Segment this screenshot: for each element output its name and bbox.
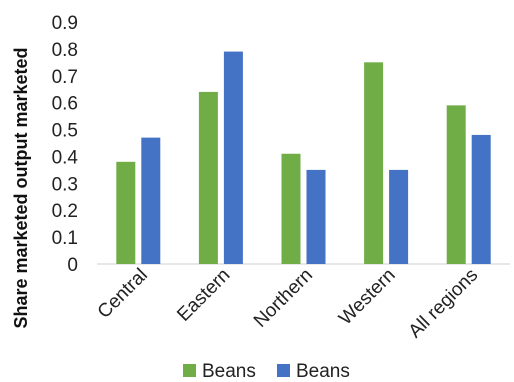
legend-swatch-beans-blue: [277, 364, 290, 377]
bar-series2-western: [389, 169, 409, 264]
y-tick-label: 0.2: [52, 201, 78, 222]
y-tick-label: 0.5: [52, 121, 78, 142]
x-category-label: Central: [94, 265, 152, 323]
bar-series1-eastern: [198, 91, 218, 265]
y-tick-label: 0.4: [52, 147, 79, 168]
x-category-label: Western: [335, 265, 400, 330]
bar-series1-western: [364, 62, 384, 265]
y-tick-label: 0.6: [52, 94, 78, 115]
category-labels: Central Eastern Northern Western All regions: [94, 265, 483, 343]
bar-series1-northern: [281, 153, 301, 264]
y-tick-label: 0.3: [52, 174, 78, 195]
bar-series1-all-regions: [446, 105, 466, 264]
y-axis-ticks: 0 0.1 0.2 0.3 0.4 0.5 0.6 0.7 0.8 0.9: [52, 13, 79, 276]
legend-label-series-2: Beans: [296, 361, 350, 382]
x-category-label: Northern: [250, 265, 317, 332]
legend-label-series-1: Beans: [202, 361, 256, 382]
bar-series2-all-regions: [471, 134, 491, 264]
legend: Beans Beans: [183, 361, 350, 382]
legend-swatch-beans-green: [183, 364, 196, 377]
bar-series2-eastern: [223, 51, 243, 265]
x-category-label: Eastern: [173, 265, 234, 326]
y-tick-label: 0.8: [52, 40, 78, 61]
y-axis-title: Share marketed output marketed: [11, 47, 31, 328]
bar-series2-central: [141, 137, 161, 264]
y-tick-label: 0.7: [52, 67, 78, 88]
bar-series1-central: [116, 161, 136, 264]
y-tick-label: 0.1: [52, 228, 78, 249]
y-tick-label: 0.9: [52, 13, 78, 34]
y-tick-label: 0: [67, 255, 78, 276]
x-category-label: All regions: [405, 265, 483, 343]
bar-series2-northern: [306, 169, 326, 264]
bars: [116, 51, 491, 265]
